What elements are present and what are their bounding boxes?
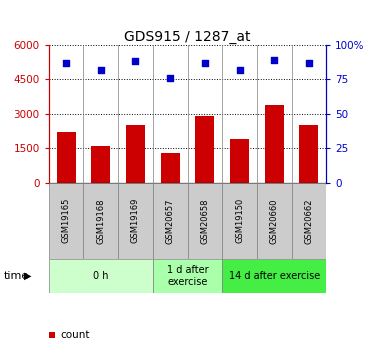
Text: count: count bbox=[60, 330, 90, 340]
Text: GSM19169: GSM19169 bbox=[131, 198, 140, 244]
Bar bbox=[126, 125, 145, 183]
Bar bbox=[83, 183, 118, 259]
Point bbox=[98, 67, 104, 72]
Bar bbox=[57, 132, 76, 183]
Bar bbox=[265, 105, 284, 183]
Text: GSM19165: GSM19165 bbox=[62, 198, 70, 244]
Bar bbox=[195, 116, 214, 183]
Bar bbox=[230, 139, 249, 183]
Text: GSM20658: GSM20658 bbox=[200, 198, 209, 244]
Text: time: time bbox=[4, 271, 29, 281]
Bar bbox=[292, 183, 326, 259]
Bar bbox=[222, 183, 257, 259]
Text: 14 d after exercise: 14 d after exercise bbox=[229, 271, 320, 281]
Bar bbox=[91, 146, 110, 183]
Point bbox=[167, 75, 173, 81]
Point bbox=[63, 60, 69, 66]
Bar bbox=[49, 183, 83, 259]
Text: 0 h: 0 h bbox=[93, 271, 108, 281]
Title: GDS915 / 1287_at: GDS915 / 1287_at bbox=[124, 30, 251, 44]
Point bbox=[306, 60, 312, 66]
Text: GSM20662: GSM20662 bbox=[304, 198, 313, 244]
Text: 1 d after
exercise: 1 d after exercise bbox=[166, 265, 208, 287]
Text: ▶: ▶ bbox=[24, 271, 32, 281]
Point bbox=[202, 60, 208, 66]
Text: GSM20660: GSM20660 bbox=[270, 198, 279, 244]
Bar bbox=[257, 183, 292, 259]
Point bbox=[237, 67, 243, 72]
Bar bbox=[49, 259, 153, 293]
Bar bbox=[153, 259, 222, 293]
Point bbox=[271, 57, 277, 63]
Bar bbox=[299, 125, 318, 183]
Bar bbox=[118, 183, 153, 259]
Bar bbox=[188, 183, 222, 259]
Point bbox=[132, 59, 138, 64]
Text: GSM20657: GSM20657 bbox=[166, 198, 175, 244]
Text: GSM19168: GSM19168 bbox=[96, 198, 105, 244]
Text: GSM19150: GSM19150 bbox=[235, 198, 244, 244]
Bar bbox=[153, 183, 188, 259]
Bar bbox=[222, 259, 326, 293]
Bar bbox=[160, 153, 180, 183]
